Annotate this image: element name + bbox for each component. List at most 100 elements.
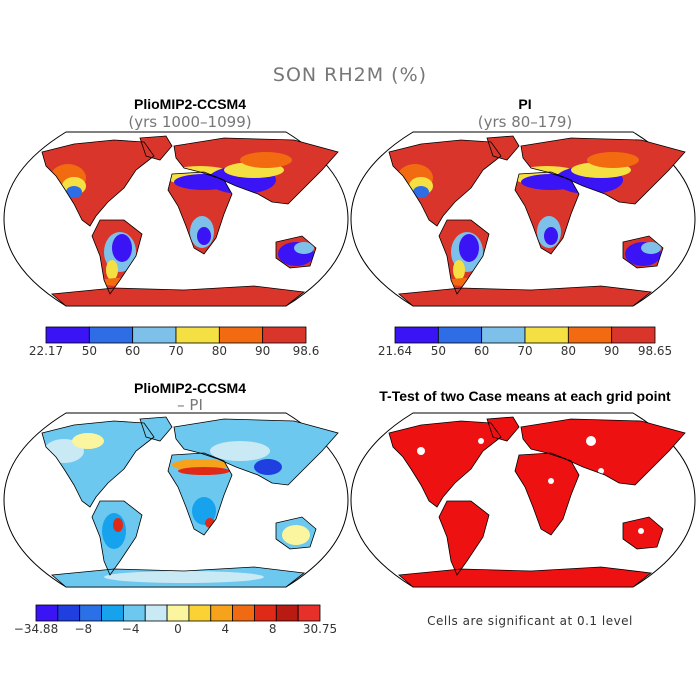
colorbar-label: 4 <box>221 622 230 636</box>
colorbar-label: 98.65 <box>637 344 673 358</box>
coastline <box>139 135 173 161</box>
colorbar-pi-labels: 21.64 50 60 70 80 90 98.65 <box>378 344 672 360</box>
map-region <box>106 260 118 280</box>
colorbar-plio <box>45 326 307 344</box>
colorbar-label: 22.17 <box>28 344 64 358</box>
colorbar-swatch <box>394 326 439 344</box>
colorbar-label: 0 <box>174 622 182 636</box>
coastline <box>91 500 143 576</box>
insignificant-cell <box>598 468 604 474</box>
coastline <box>388 139 502 227</box>
colorbar-swatch <box>567 326 613 344</box>
map-region <box>413 186 429 198</box>
coastline <box>514 171 580 255</box>
map-plio <box>3 131 349 307</box>
map-region <box>294 242 314 254</box>
panel3-subtitle: – PI <box>177 396 203 414</box>
colorbar-swatch <box>437 326 483 344</box>
coastline <box>167 171 233 255</box>
coastline <box>41 420 155 508</box>
colorbar-swatch <box>144 604 168 622</box>
panel1-subtitle: (yrs 1000–1099) <box>128 113 252 131</box>
colorbar-swatch <box>45 326 90 344</box>
colorbar-label: −34.88 <box>13 622 59 636</box>
panel2-title: PI <box>518 96 532 112</box>
coastline <box>139 416 173 442</box>
map-region <box>197 227 211 245</box>
coastline <box>622 235 664 269</box>
map-region <box>587 152 639 168</box>
colorbar-swatch <box>88 326 134 344</box>
colorbar-swatch <box>188 604 212 622</box>
coastline <box>486 135 520 161</box>
colorbar-label: 70 <box>168 344 184 358</box>
colorbar-swatch <box>79 604 102 622</box>
colorbar-label: −4 <box>121 622 140 636</box>
colorbar-swatch <box>132 326 177 344</box>
coastline <box>520 418 686 486</box>
map-region <box>210 441 270 461</box>
map-region <box>544 227 558 245</box>
map-region <box>453 260 465 280</box>
panel1-title: PlioMIP2-CCSM4 <box>133 96 246 112</box>
panel3-title: PlioMIP2-CCSM4 <box>133 380 246 396</box>
colorbar-swatch <box>57 604 81 622</box>
coastline <box>173 418 339 486</box>
map-region <box>240 152 292 168</box>
coastline <box>91 219 143 295</box>
coastline <box>167 452 233 536</box>
map-region <box>72 433 104 449</box>
colorbar-label: −8 <box>74 622 93 636</box>
colorbar-diff <box>35 604 321 622</box>
insignificant-cell <box>586 436 596 446</box>
coastline <box>486 416 520 442</box>
colorbar-pi <box>394 326 656 344</box>
colorbar-label: 21.64 <box>377 344 413 358</box>
insignificant-cell <box>417 447 425 455</box>
map-region <box>113 518 123 532</box>
colorbar-label: 80 <box>211 344 227 358</box>
colorbar-diff-labels: −34.88 −8 −4 0 4 8 30.75 <box>14 622 337 638</box>
coastline <box>514 452 580 536</box>
map-diff <box>3 412 349 588</box>
colorbar-swatch <box>481 326 526 344</box>
colorbar-swatch <box>262 326 307 344</box>
map-region <box>178 467 230 475</box>
colorbar-swatch <box>254 604 277 622</box>
colorbar-swatch <box>297 604 321 622</box>
colorbar-swatch <box>101 604 124 622</box>
coastline <box>398 285 653 307</box>
coastline <box>51 285 306 307</box>
colorbar-swatch <box>35 604 59 622</box>
figure-title: SON RH2M (%) <box>272 64 428 86</box>
map-region <box>459 234 479 262</box>
coastline <box>438 219 490 295</box>
coastline <box>520 137 686 205</box>
coastline <box>275 516 317 550</box>
colorbar-swatch <box>218 326 264 344</box>
map-region <box>641 242 661 254</box>
panel2-subtitle: (yrs 80–179) <box>477 113 573 131</box>
map-region <box>104 571 264 583</box>
colorbar-swatch <box>210 604 234 622</box>
colorbar-label: 80 <box>560 344 576 358</box>
colorbar-swatch <box>275 604 299 622</box>
map-region <box>112 234 132 262</box>
colorbar-label: 8 <box>268 622 277 636</box>
coastline <box>275 235 317 269</box>
insignificant-cell <box>478 438 484 444</box>
colorbar-plio-labels: 22.17 50 60 70 80 90 98.6 <box>29 344 320 360</box>
colorbar-swatch <box>524 326 569 344</box>
map-region <box>282 525 310 545</box>
coastline <box>388 420 502 508</box>
panel4-title: T-Test of two Case means at each grid po… <box>379 388 671 404</box>
colorbar-label: 90 <box>255 344 271 358</box>
map-region <box>254 459 282 475</box>
colorbar-label: 70 <box>517 344 533 358</box>
map-ttest <box>350 412 696 588</box>
coastline <box>438 500 490 576</box>
colorbar-swatch <box>175 326 220 344</box>
map-region <box>102 513 126 549</box>
colorbar-label: 90 <box>604 344 620 358</box>
coastline <box>398 566 653 588</box>
